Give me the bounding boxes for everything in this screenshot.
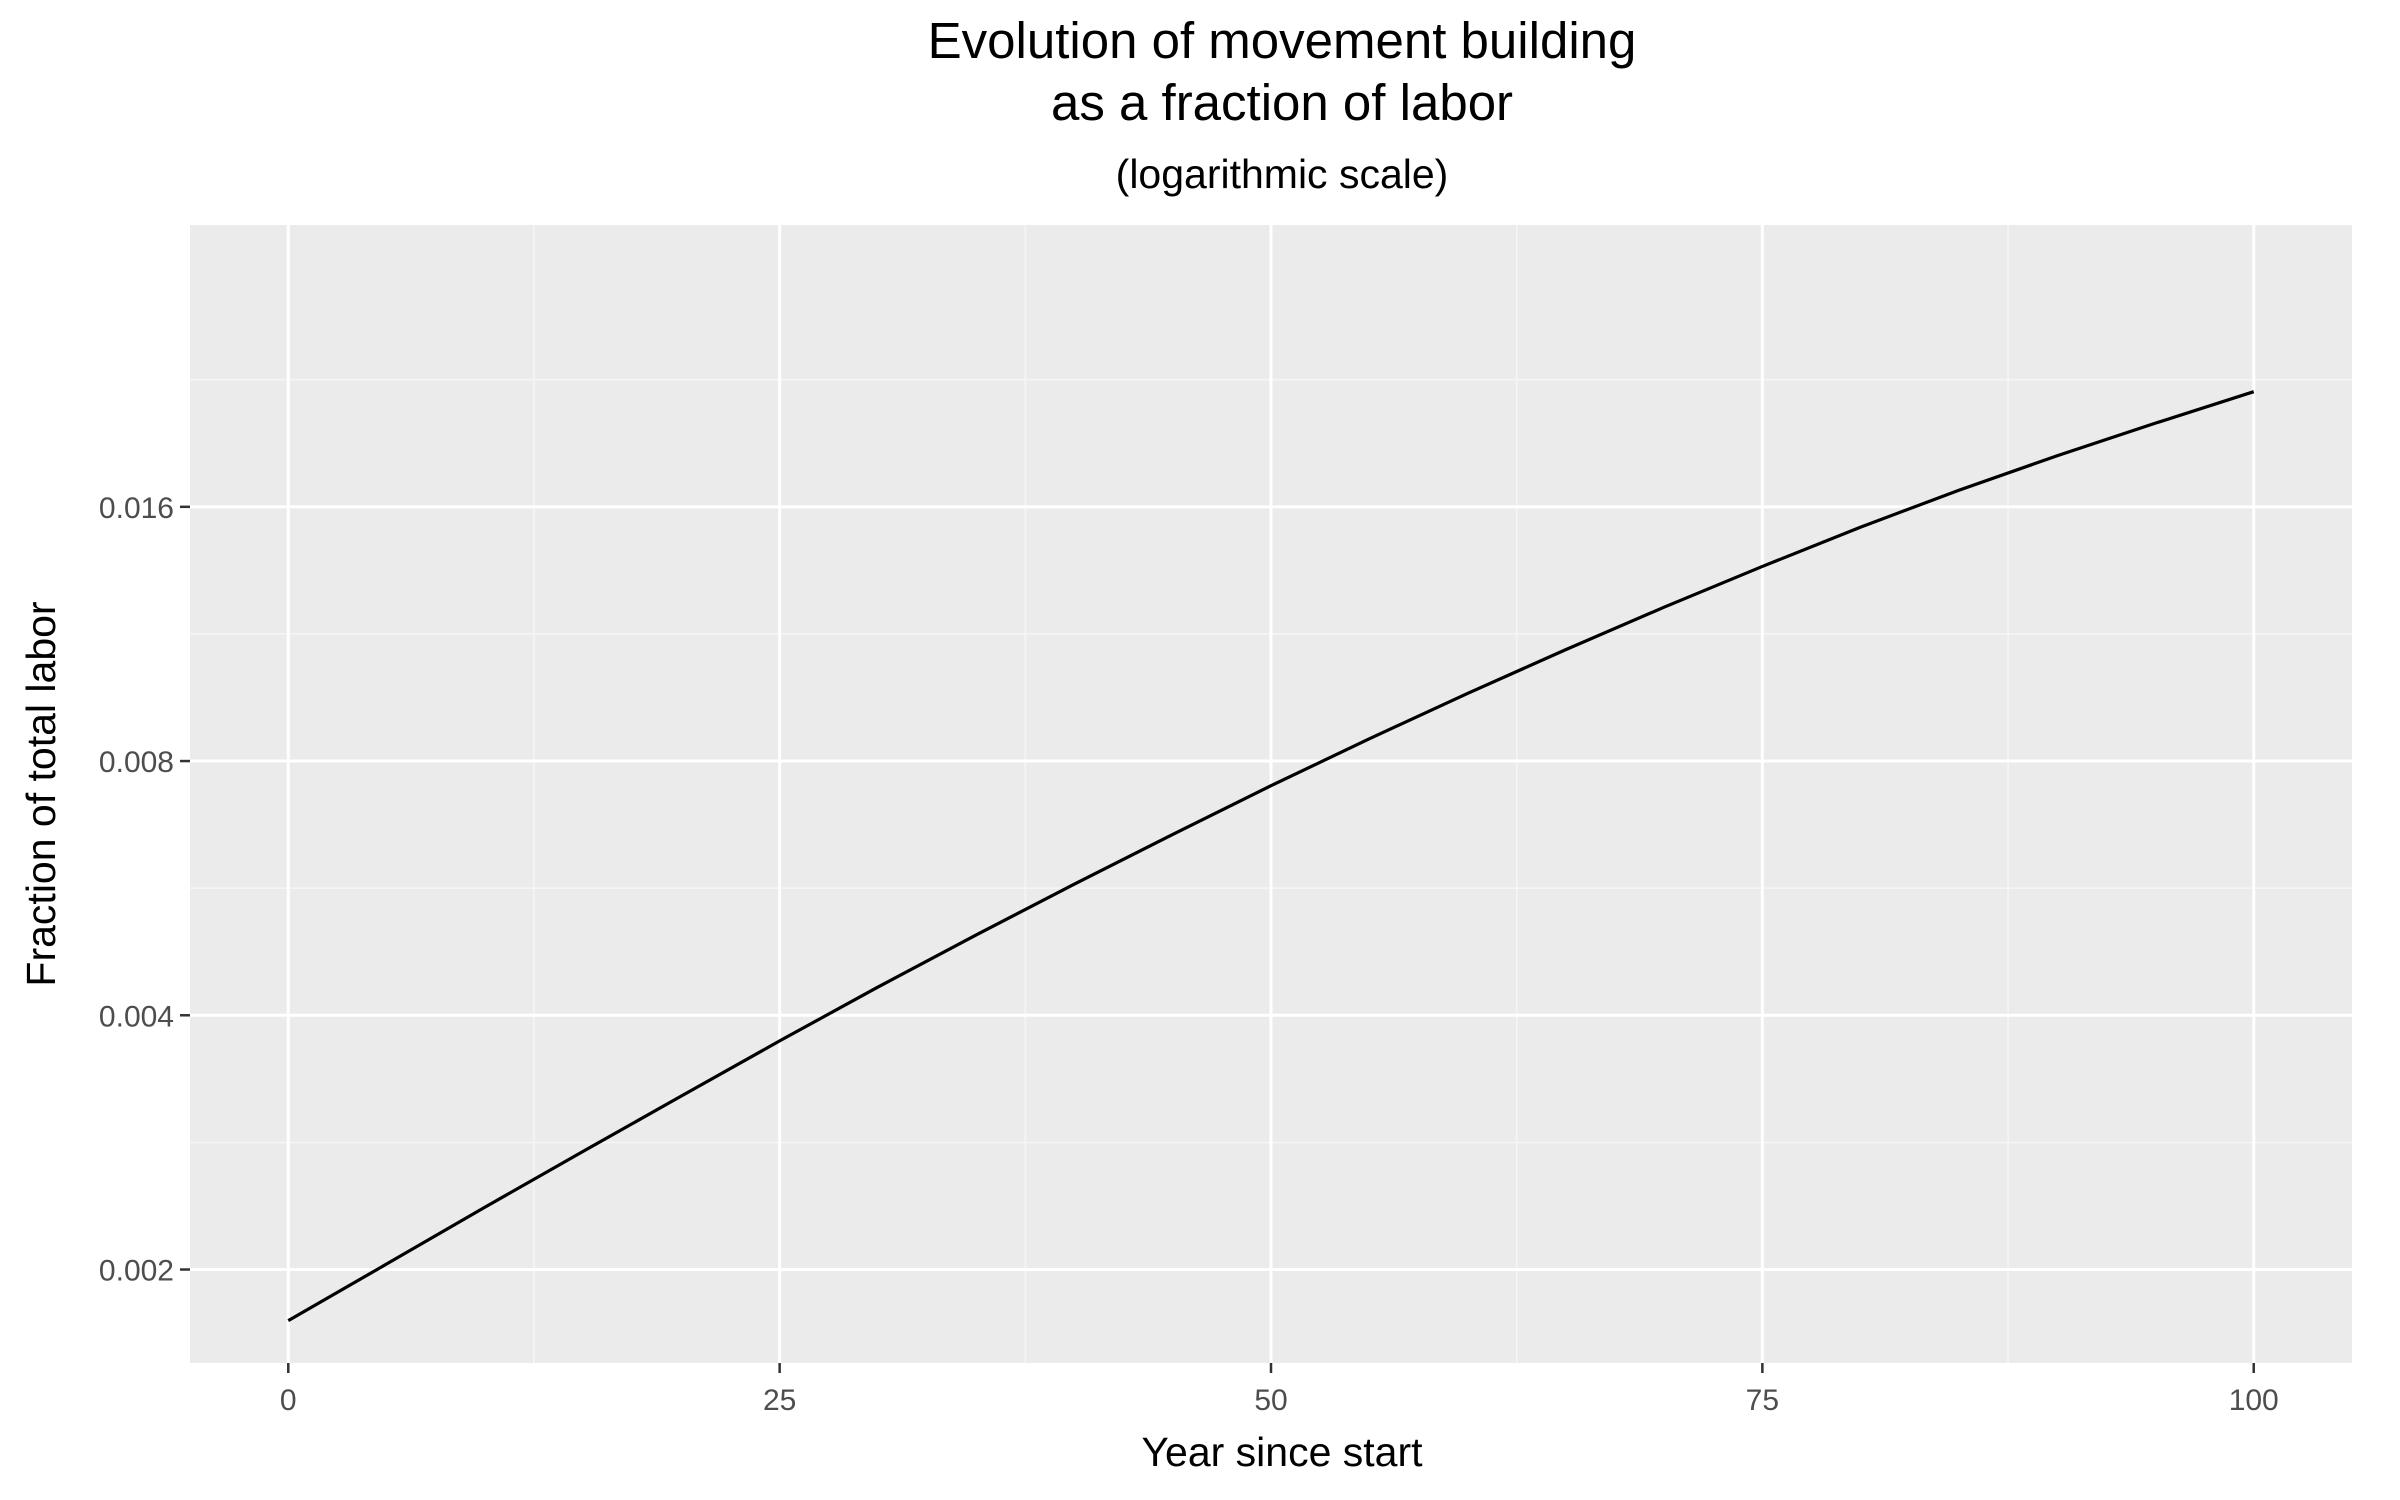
chart-title-line-1: Evolution of movement building <box>928 12 1637 69</box>
series-line <box>287 390 2255 1322</box>
y-axis-title: Fraction of total labor <box>18 601 64 986</box>
y-tick-label: 0.004 <box>99 1000 174 1033</box>
chart-title-line-2: as a fraction of labor <box>1051 74 1513 131</box>
y-axis-ticks: 0.002 0.004 0.008 0.016 <box>99 492 190 1288</box>
x-tick-label: 75 <box>1746 1384 1779 1417</box>
y-tick-label: 0.008 <box>99 746 174 779</box>
series-layer <box>287 390 2255 1322</box>
chart-subtitle: (logarithmic scale) <box>1116 151 1449 197</box>
x-tick-label: 50 <box>1254 1384 1287 1417</box>
x-tick-label: 100 <box>2229 1384 2279 1417</box>
x-axis-ticks: 0 25 50 75 100 <box>280 1363 2279 1417</box>
x-axis-title: Year since start <box>1141 1429 1423 1475</box>
y-tick-label: 0.002 <box>99 1255 174 1288</box>
x-tick-label: 25 <box>763 1384 796 1417</box>
major-grid <box>190 225 2352 1363</box>
y-tick-label: 0.016 <box>99 492 174 525</box>
x-tick-label: 0 <box>280 1384 297 1417</box>
